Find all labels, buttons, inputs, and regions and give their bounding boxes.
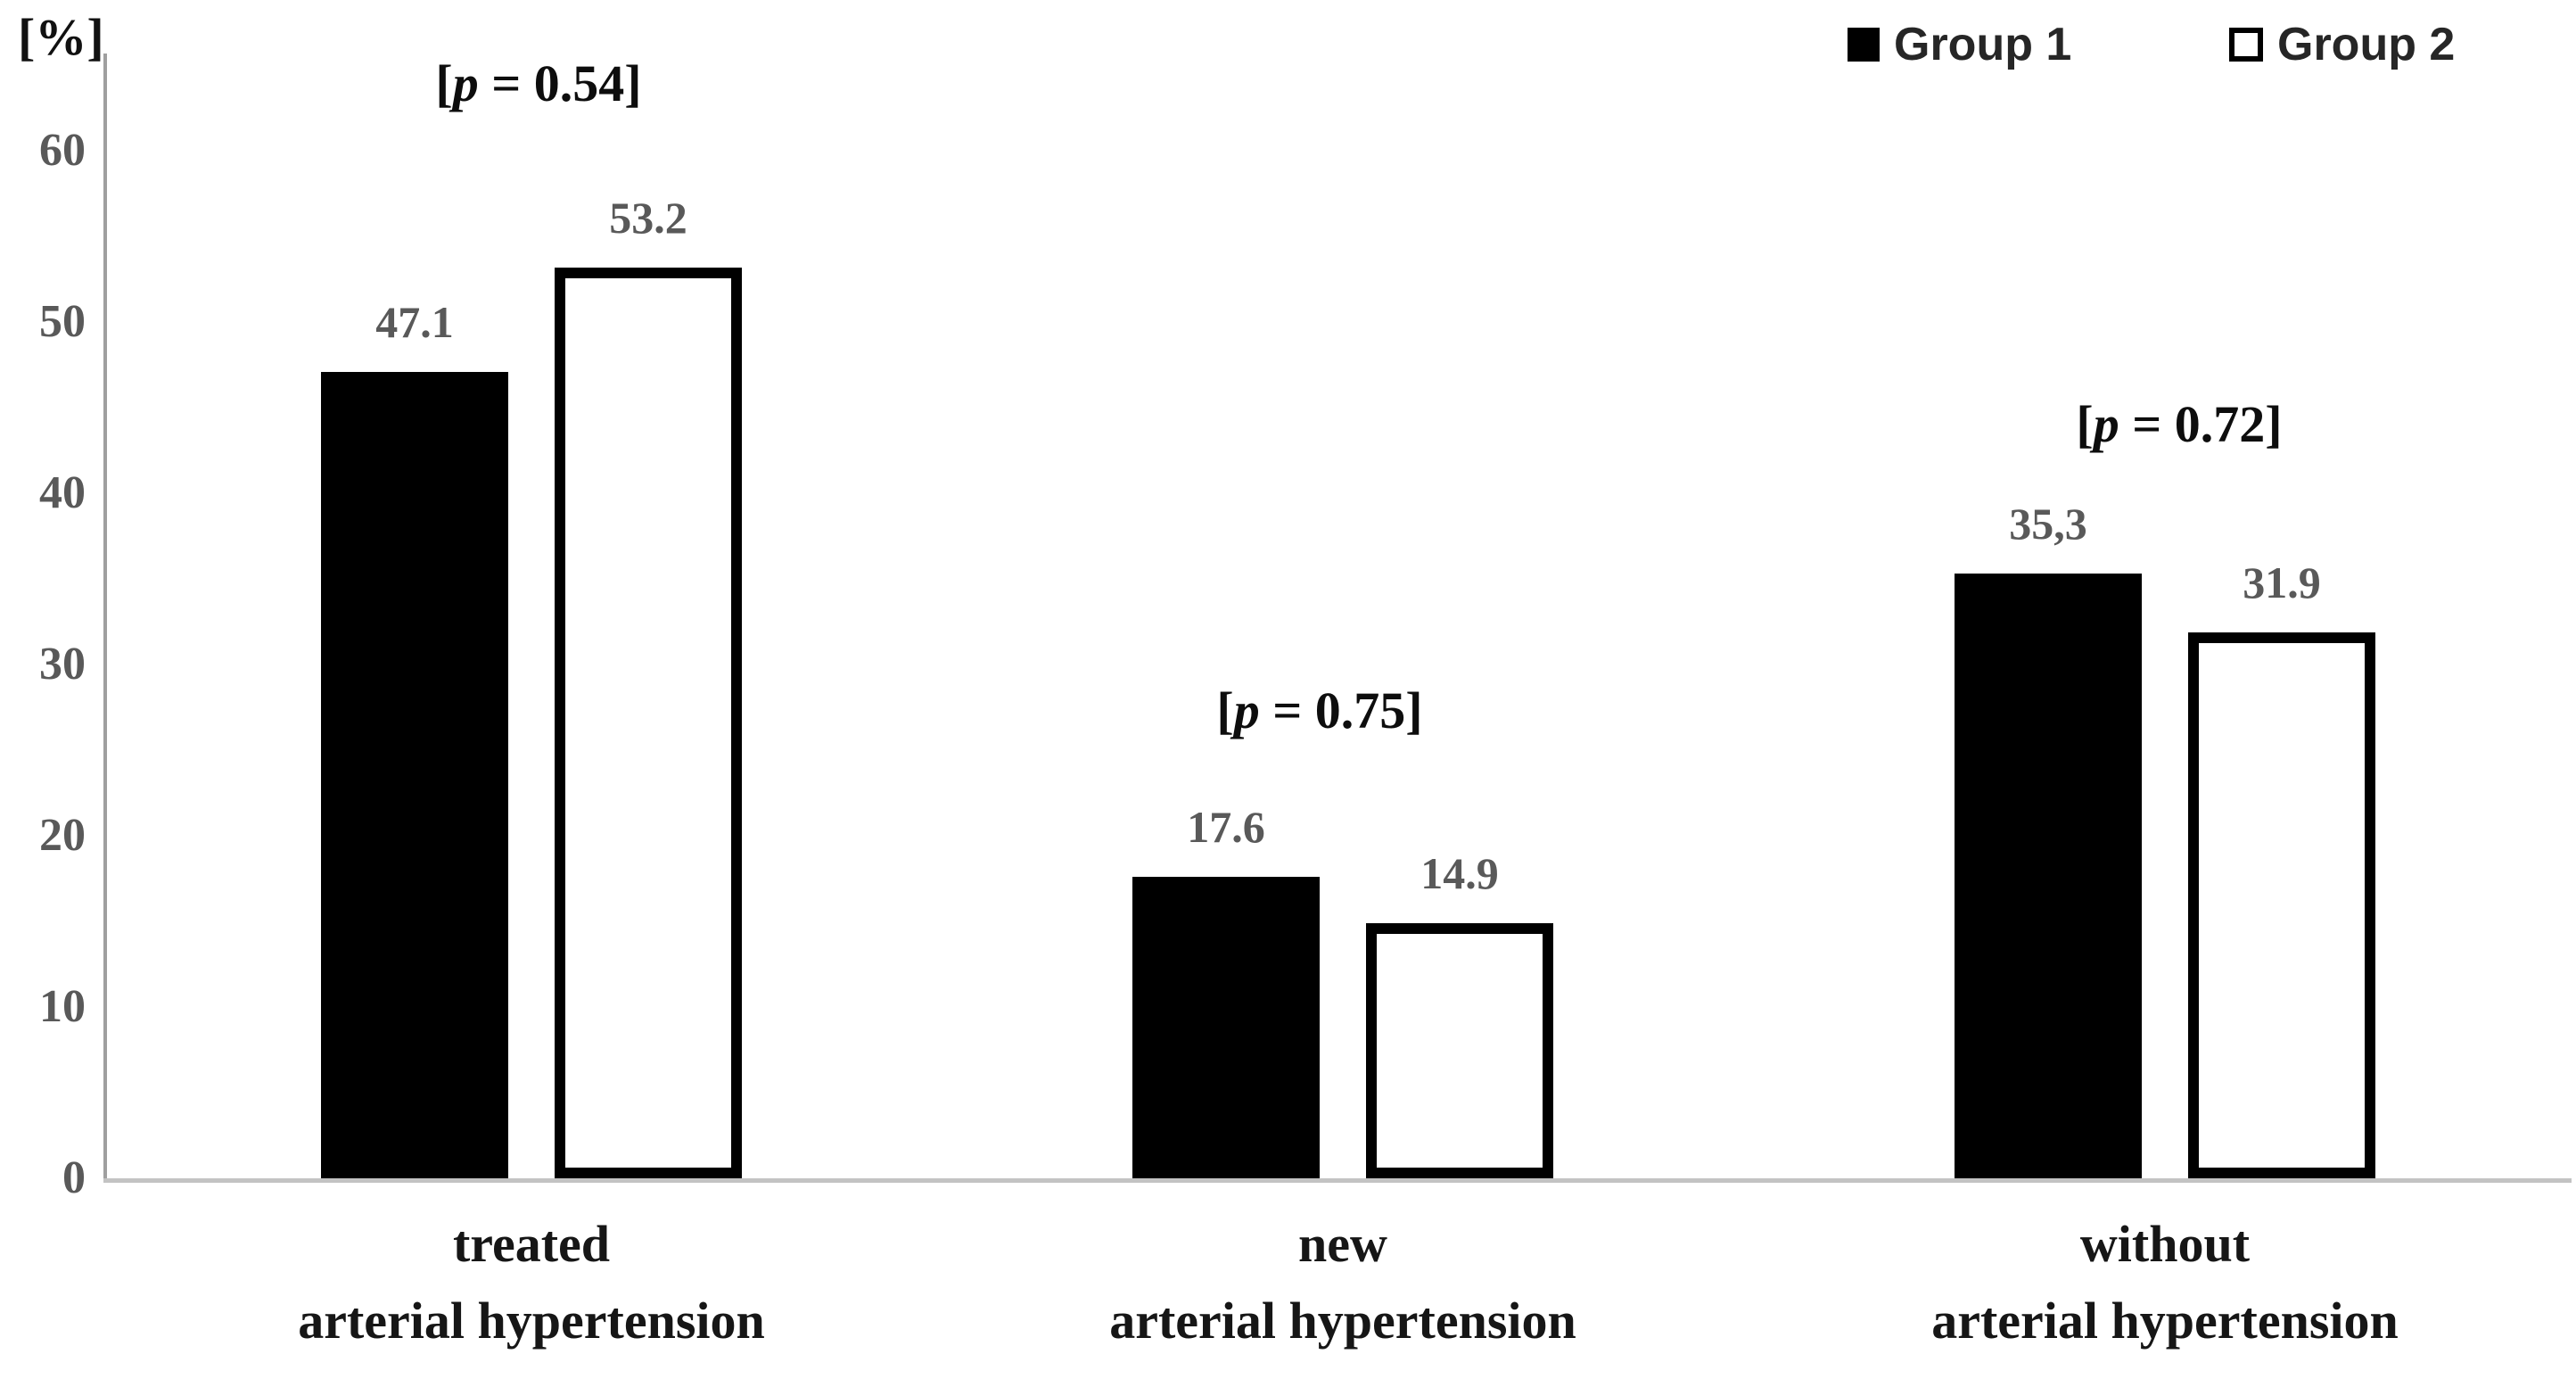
y-tick-label: 0 [62, 1152, 86, 1203]
legend-swatch-group2 [2229, 28, 2263, 62]
legend-item-group2: Group 2 [2229, 18, 2455, 71]
category-label-line1: new [1298, 1215, 1387, 1273]
bar-series1-group2 [1132, 877, 1320, 1178]
p-value-annotation: [p = 0.72] [1947, 396, 2411, 453]
bar-series1-group1 [321, 372, 508, 1178]
y-axis-line [103, 54, 107, 1180]
legend-label: Group 1 [1894, 19, 2072, 70]
y-axis-unit-label: [%] [18, 8, 104, 66]
bar-value-label: 35,3 [2009, 499, 2087, 549]
x-axis-line [103, 1178, 2572, 1183]
p-annotation-pre: [ [435, 54, 453, 112]
category-label: treated arterial hypertension [121, 1206, 942, 1359]
bar-series2-group3 [2188, 632, 2375, 1178]
p-annotation-rest: = 0.54] [478, 54, 642, 112]
p-value-annotation: [p = 0.75] [1088, 682, 1551, 739]
p-annotation-symbol: p [2093, 395, 2119, 453]
y-tick-label: 60 [39, 125, 86, 176]
category-label: new arterial hypertension [933, 1206, 1753, 1359]
bar-value-label: 47.1 [375, 297, 454, 347]
p-annotation-rest: = 0.75] [1259, 681, 1423, 739]
p-annotation-symbol: p [1233, 681, 1260, 739]
bar-value-label: 31.9 [2243, 557, 2321, 607]
category-label-line2: arterial hypertension [298, 1292, 765, 1350]
bar-value-label: 53.2 [609, 193, 687, 243]
p-annotation-pre: [ [2076, 395, 2094, 453]
category-label: without arterial hypertension [1755, 1206, 2575, 1359]
category-label-line1: without [2079, 1215, 2251, 1273]
y-tick-label: 30 [39, 639, 86, 690]
p-value-annotation: [p = 0.54] [307, 55, 770, 112]
y-tick-label: 40 [39, 467, 86, 518]
bar-series1-group3 [1955, 574, 2142, 1178]
category-label-line2: arterial hypertension [1109, 1292, 1576, 1350]
legend-item-group1: Group 1 [1848, 18, 2071, 71]
category-label-line2: arterial hypertension [1931, 1292, 2399, 1350]
bar-value-label: 14.9 [1420, 848, 1499, 898]
p-annotation-symbol: p [452, 54, 479, 112]
bar-series2-group2 [1366, 923, 1553, 1178]
y-tick-label: 10 [39, 981, 86, 1032]
legend-swatch-group1 [1848, 28, 1880, 62]
p-annotation-rest: = 0.72] [2119, 395, 2283, 453]
bar-value-label: 17.6 [1187, 802, 1265, 852]
y-tick-label: 50 [39, 296, 86, 347]
bar-series2-group1 [555, 268, 742, 1178]
legend-label: Group 2 [2277, 19, 2456, 70]
p-annotation-pre: [ [1216, 681, 1234, 739]
y-tick-label: 20 [39, 810, 86, 861]
category-label-line1: treated [452, 1215, 611, 1273]
